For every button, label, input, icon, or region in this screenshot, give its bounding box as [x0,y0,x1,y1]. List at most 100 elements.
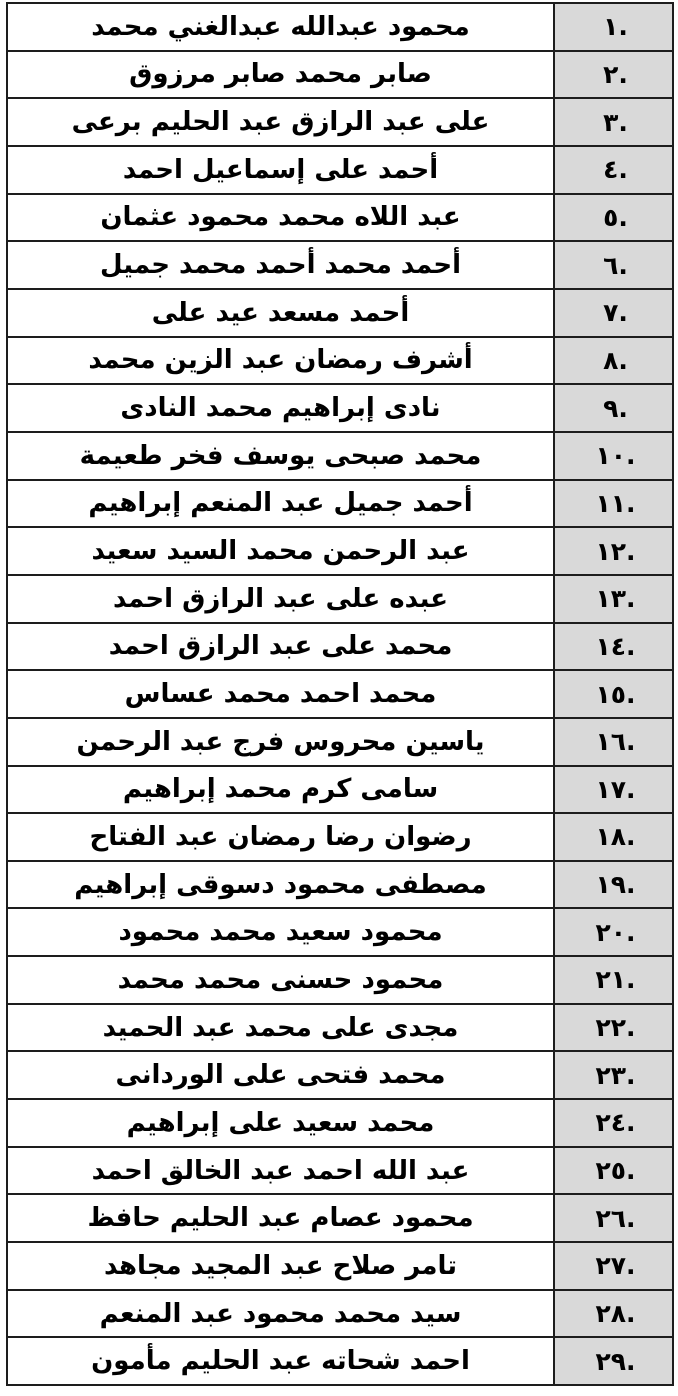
name-cell: أحمد محمد أحمد محمد جميل [8,242,555,288]
row-number-cell: ٢١. [555,957,672,1003]
row-number: ٩. [603,393,628,423]
name-cell: احمد شحاته عبد الحليم مأمون [8,1338,555,1385]
row-number: ١٥. [595,679,636,709]
table-row: ٢٨. سيد محمد محمود عبد المنعم [8,1290,672,1339]
row-number-cell: ٥. [555,194,672,241]
table-row: ٢١. محمود حسنى محمد محمد [8,957,672,1005]
table-row: ٧. أحمد مسعد عيد على [8,289,672,338]
person-name: سامى كرم محمد إبراهيم [122,774,439,805]
person-name: عبد الله احمد عبد الخالق احمد [91,1155,470,1186]
row-number-cell: ١٤. [555,623,672,670]
person-name: محمود سعيد محمد محمود [118,917,443,948]
name-cell: ياسين محروس فرج عبد الرحمن [8,718,555,765]
person-name: ياسين محروس فرج عبد الرحمن [76,726,485,757]
person-name: رضوان رضا رمضان عبد الفتاح [89,821,472,852]
row-number: ١٧. [595,774,636,804]
person-name: محمد على عبد الرازق احمد [108,631,453,662]
name-cell: عبد اللاه محمد محمود عثمان [8,194,555,241]
name-cell: أشرف رمضان عبد الزين محمد [8,337,555,384]
name-cell: أحمد مسعد عيد على [8,289,555,336]
row-number-cell: ٨. [555,337,672,384]
table-row: ١٧. سامى كرم محمد إبراهيم [8,766,672,815]
row-number-cell: ٢٢. [555,1004,672,1051]
name-cell: محمد سعيد على إبراهيم [8,1100,555,1146]
person-name: أحمد على إسماعيل احمد [122,154,439,185]
table-row: ٣. على عبد الرازق عبد الحليم برعى [8,99,672,147]
row-number: ٢٦. [595,1203,636,1233]
row-number: ٧. [603,298,628,328]
person-name: تامر صلاح عبد المجيد مجاهد [103,1250,458,1281]
table-row: ٨. أشرف رمضان عبد الزين محمد [8,337,672,386]
name-cell: محمود عبدالله عبدالغني محمد [8,4,555,50]
name-cell: رضوان رضا رمضان عبد الفتاح [8,814,555,860]
table-row: ٤. أحمد على إسماعيل احمد [8,146,672,195]
table-row: ١٥. محمد احمد محمد عساس [8,671,672,719]
name-cell: سيد محمد محمود عبد المنعم [8,1290,555,1337]
table-row: ١١. أحمد جميل عبد المنعم إبراهيم [8,480,672,529]
row-number-cell: ١١. [555,480,672,527]
names-table: ١. محمود عبدالله عبدالغني محمد ٢. صابر م… [6,2,674,1386]
table-row: ٢٥. عبد الله احمد عبد الخالق احمد [8,1147,672,1196]
row-number: ٢١. [595,965,636,995]
row-number-cell: ٢٨. [555,1290,672,1337]
name-cell: نادى إبراهيم محمد النادى [8,385,555,431]
table-row: ٥. عبد اللاه محمد محمود عثمان [8,194,672,243]
person-name: محمد سعيد على إبراهيم [126,1107,435,1138]
table-row: ٢٧. تامر صلاح عبد المجيد مجاهد [8,1243,672,1291]
name-cell: محمد صبحى يوسف فخر طعيمة [8,432,555,479]
name-cell: على عبد الرازق عبد الحليم برعى [8,99,555,145]
person-name: نادى إبراهيم محمد النادى [120,393,441,424]
row-number-cell: ٢٧. [555,1243,672,1289]
row-number-cell: ١٨. [555,814,672,860]
row-number: ٢. [603,59,628,89]
name-cell: تامر صلاح عبد المجيد مجاهد [8,1243,555,1289]
person-name: على عبد الرازق عبد الحليم برعى [71,107,490,138]
table-row: ٦. أحمد محمد أحمد محمد جميل [8,242,672,290]
row-number: ١١. [595,488,636,518]
row-number: ٢٢. [595,1013,636,1043]
row-number-cell: ١٩. [555,861,672,908]
row-number: ٣. [603,107,628,137]
row-number-cell: ٢٥. [555,1147,672,1194]
name-cell: عبد الرحمن محمد السيد سعيد [8,528,555,574]
name-cell: محمود حسنى محمد محمد [8,957,555,1003]
row-number: ١٨. [595,822,636,852]
table-row: ٢. صابر محمد صابر مرزوق [8,51,672,100]
person-name: مصطفى محمود دسوقى إبراهيم [74,869,487,900]
row-number: ١٠. [595,441,636,471]
name-cell: محمود سعيد محمد محمود [8,909,555,956]
row-number: ٢٩. [595,1346,636,1376]
row-number: ٢٥. [595,1156,636,1186]
table-row: ١٠. محمد صبحى يوسف فخر طعيمة [8,432,672,481]
person-name: أحمد مسعد عيد على [151,297,410,328]
row-number: ٨. [603,345,628,375]
table-row: ٢٠. محمود سعيد محمد محمود [8,909,672,958]
row-number: ١٦. [595,727,636,757]
person-name: احمد شحاته عبد الحليم مأمون [91,1346,470,1377]
name-cell: أحمد على إسماعيل احمد [8,146,555,193]
table-row: ١٨. رضوان رضا رمضان عبد الفتاح [8,814,672,862]
name-cell: مجدى على محمد عبد الحميد [8,1004,555,1051]
name-cell: عبده على عبد الرازق احمد [8,575,555,622]
row-number: ١٣. [595,584,636,614]
person-name: سيد محمد محمود عبد المنعم [99,1298,462,1329]
row-number-cell: ١٦. [555,718,672,765]
row-number-cell: ١٥. [555,671,672,717]
table-row: ١٣. عبده على عبد الرازق احمد [8,575,672,624]
table-row: ٢٤. محمد سعيد على إبراهيم [8,1100,672,1148]
row-number: ٢٧. [595,1251,636,1281]
row-number-cell: ٧. [555,289,672,336]
name-cell: محمد احمد محمد عساس [8,671,555,717]
row-number: ٢٤. [595,1108,636,1138]
row-number-cell: ٩. [555,385,672,431]
person-name: مجدى على محمد عبد الحميد [102,1012,459,1043]
person-name: محمود عصام عبد الحليم حافظ [87,1203,474,1234]
row-number-cell: ٢. [555,51,672,98]
table-row: ٢٩. احمد شحاته عبد الحليم مأمون [8,1338,672,1385]
row-number-cell: ٢٠. [555,909,672,956]
person-name: محمود حسنى محمد محمد [117,964,444,995]
person-name: صابر محمد صابر مرزوق [129,59,432,90]
table-row: ١٩. مصطفى محمود دسوقى إبراهيم [8,861,672,910]
table-row: ٢٢. مجدى على محمد عبد الحميد [8,1004,672,1053]
